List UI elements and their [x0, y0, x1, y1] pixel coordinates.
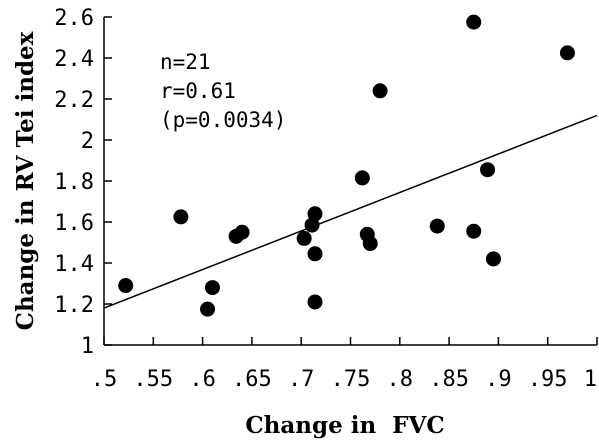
y-tick-label: 2.2 — [54, 88, 94, 113]
data-point — [466, 223, 482, 239]
data-point — [173, 209, 189, 225]
data-point — [559, 45, 575, 61]
y-tick-label: 1.8 — [54, 170, 94, 195]
y-tick-label: 1.6 — [54, 211, 94, 236]
data-point — [354, 170, 370, 186]
x-axis-ticks: .5 .55 .6 .65 .7 .75 .8 .85 .9 .95 1 — [91, 337, 598, 392]
x-tick-label: 1 — [584, 367, 597, 392]
y-tick-label: 2 — [81, 129, 94, 154]
data-point — [200, 301, 216, 317]
data-point — [362, 236, 378, 252]
regression-line-group — [103, 114, 598, 309]
data-point — [234, 224, 250, 240]
x-tick-label: .8 — [387, 367, 414, 392]
y-tick-label: 1.2 — [54, 293, 94, 318]
y-axis-title: Change in RV Tei index — [12, 31, 39, 330]
y-tick-label: 2.6 — [54, 6, 94, 31]
x-tick-label: .95 — [528, 367, 568, 392]
data-point — [304, 217, 320, 233]
data-point — [480, 162, 496, 178]
regression-line — [103, 114, 598, 309]
data-points — [118, 14, 575, 317]
x-tick-label: .6 — [189, 367, 216, 392]
data-point — [118, 278, 134, 294]
data-point — [307, 206, 323, 222]
x-tick-label: .55 — [133, 367, 173, 392]
data-point — [429, 218, 445, 234]
y-tick-label: 1.4 — [54, 252, 94, 277]
data-point — [485, 251, 501, 267]
data-point — [307, 246, 323, 262]
data-point — [204, 280, 220, 296]
annotation-p: (p=0.0034) — [160, 108, 286, 132]
x-tick-label: .9 — [485, 367, 512, 392]
stats-annotation: n=21 r=0.61 (p=0.0034) — [160, 50, 286, 132]
data-point — [466, 14, 482, 30]
x-tick-label: .65 — [232, 367, 272, 392]
data-point — [372, 83, 388, 99]
y-tick-label: 2.4 — [54, 47, 94, 72]
annotation-n: n=21 — [160, 50, 211, 74]
y-axis-ticks: 1 1.2 1.4 1.6 1.8 2 2.2 2.4 2.6 — [54, 6, 112, 359]
data-point — [307, 294, 323, 310]
x-tick-label: .85 — [429, 367, 469, 392]
x-axis-title: Change in FVC — [245, 412, 444, 439]
y-tick-label: 1 — [81, 334, 94, 359]
x-tick-label: .75 — [331, 367, 371, 392]
annotation-r: r=0.61 — [160, 79, 236, 103]
x-tick-label: .7 — [288, 367, 315, 392]
data-point — [296, 230, 312, 246]
x-tick-label: .5 — [91, 367, 118, 392]
